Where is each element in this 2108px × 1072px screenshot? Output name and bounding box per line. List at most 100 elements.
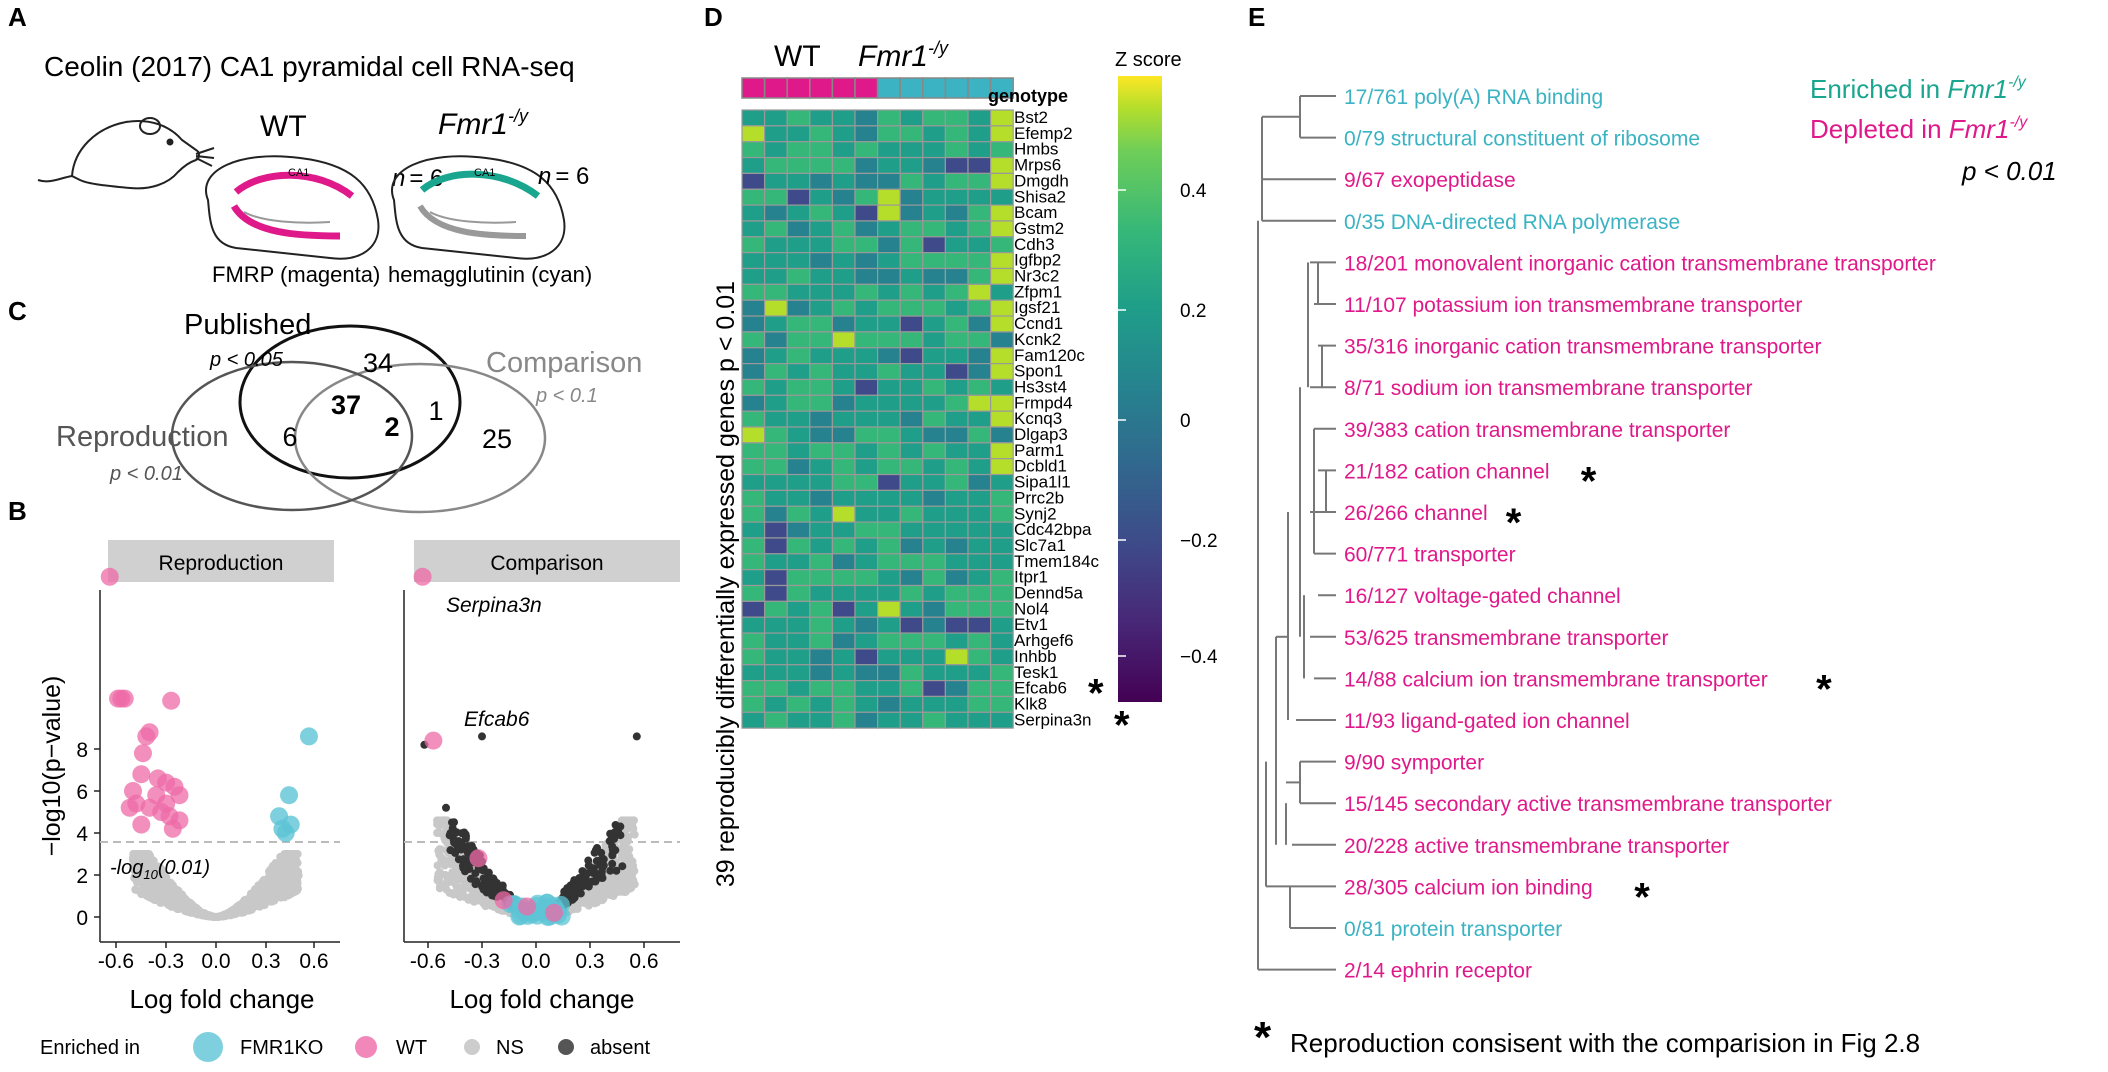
volcano-point-wt — [132, 765, 151, 784]
heatmap-cell — [831, 616, 856, 634]
genotype-cell-wt — [854, 77, 879, 99]
gene-label: Shisa2 — [1014, 187, 1066, 206]
heatmap-cell — [922, 489, 946, 507]
heatmap-cell — [741, 204, 766, 222]
volcano-point-wt — [424, 731, 443, 750]
volcano-point-ns — [434, 875, 443, 884]
heatmap-cell — [854, 553, 879, 571]
panel-e: E 17/761 poly(A) RNA binding 0/79 structu… — [1248, 2, 2057, 1062]
heatmap-cell — [763, 584, 788, 602]
heatmap-cell — [854, 363, 879, 381]
heatmap-cell — [922, 125, 946, 143]
heatmap-cell — [741, 473, 766, 491]
volcano-point-absent — [612, 866, 621, 875]
heatmap-cell — [876, 267, 901, 285]
heatmap-cell — [809, 394, 833, 412]
gene-label: Kcnq3 — [1014, 409, 1062, 428]
legend-swatch-wt — [355, 1036, 377, 1058]
b-ytick-label: 8 — [76, 739, 88, 762]
heatmap-cell — [763, 553, 788, 571]
heatmap-cell — [899, 664, 924, 682]
heatmap-cell — [899, 141, 924, 159]
heatmap-cell — [922, 109, 946, 127]
volcano-point-ns — [150, 888, 159, 897]
heatmap-cell — [741, 426, 766, 444]
volcano-point-ns — [276, 893, 285, 902]
heatmap-cell — [922, 283, 946, 301]
volcano-point-wt — [518, 897, 536, 916]
heatmap-cell — [876, 521, 901, 539]
heatmap-cell — [809, 616, 833, 634]
venn-count-all: 2 — [384, 412, 399, 442]
heatmap-cell — [944, 363, 969, 381]
wt-ca1-label: CA1 — [288, 167, 309, 179]
heatmap-cell — [922, 220, 946, 238]
heatmap-cell — [944, 109, 969, 127]
heatmap-cell — [989, 632, 1014, 650]
heatmap-cell — [922, 188, 946, 206]
volcano-point-absent — [583, 869, 592, 878]
heatmap-cell — [809, 141, 833, 159]
heatmap-cell — [967, 141, 992, 159]
heatmap-cell — [854, 679, 879, 698]
heatmap-cell — [786, 347, 811, 365]
heatmap-cell — [989, 442, 1014, 460]
heatmap-cell — [809, 632, 833, 650]
volcano-point-fmr1ko — [276, 824, 295, 842]
heatmap-cell — [967, 125, 992, 143]
genotype-cell-wt — [763, 77, 788, 99]
heatmap-cell — [944, 378, 969, 396]
heatmap-cell — [763, 442, 788, 460]
heatmap-cell — [854, 473, 879, 491]
heatmap-cell — [786, 267, 811, 285]
volcano-point-absent — [576, 882, 585, 891]
gene-label: Efcab6 — [1014, 679, 1067, 698]
heatmap-cell — [989, 220, 1014, 238]
venn-count-comp-only: 25 — [482, 424, 512, 454]
heatmap-cell — [809, 679, 833, 698]
heatmap-cell — [899, 156, 924, 175]
b-xtick-label: 0.0 — [201, 950, 230, 973]
heatmap-cell — [944, 600, 969, 618]
heatmap-cell — [786, 600, 811, 618]
heatmap-cell — [809, 473, 833, 491]
volcano-point-ns — [293, 886, 302, 895]
heatmap-cell — [967, 458, 992, 476]
facet-strip-comparison — [414, 540, 680, 582]
heatmap-cell — [944, 315, 969, 333]
heatmap-cell — [831, 473, 856, 491]
heatmap-cell — [831, 695, 856, 713]
wt-hippocampus-drawing: CA1 — [205, 155, 380, 260]
heatmap-cell — [831, 442, 856, 460]
heatmap-cell — [944, 156, 969, 175]
heatmap-cell — [831, 378, 856, 396]
gene-label: Parm1 — [1014, 441, 1064, 460]
volcano-point-ns — [630, 830, 639, 839]
heatmap-cell — [763, 283, 788, 301]
heatmap-cell — [763, 378, 788, 396]
heatmap-cell — [854, 537, 879, 555]
heatmap-cell — [899, 569, 924, 587]
heatmap-cell — [944, 473, 969, 491]
colorbar — [1118, 76, 1162, 702]
heatmap-cell — [899, 426, 924, 444]
volcano-point-absent — [606, 866, 615, 875]
heatmap-cell — [741, 679, 766, 698]
volcano-point-ns — [617, 849, 626, 858]
heatmap-cell — [876, 141, 901, 159]
heatmap-cell — [876, 394, 901, 412]
heatmap-cell — [854, 252, 879, 270]
heatmap-cell — [967, 711, 992, 729]
heatmap-cell — [854, 600, 879, 618]
volcano-point-ns — [137, 890, 146, 899]
heatmap-cell — [763, 537, 788, 555]
heatmap-cell — [831, 156, 856, 175]
volcano-point-ns — [479, 899, 488, 908]
volcano-point-ns — [192, 905, 201, 914]
heatmap-cell — [763, 315, 788, 333]
heatmap-cell — [741, 616, 766, 634]
volcano-point-ns — [610, 886, 619, 895]
heatmap-cell — [786, 537, 811, 555]
